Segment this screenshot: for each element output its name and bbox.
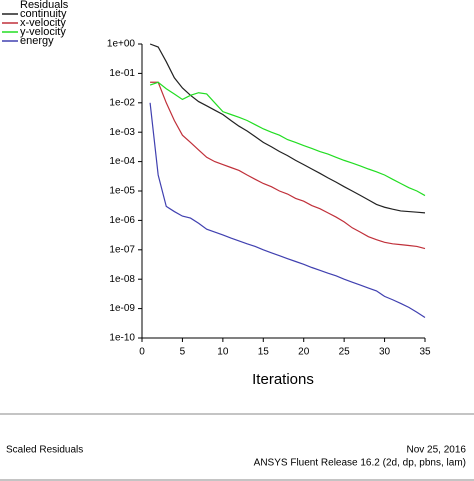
footer-release: ANSYS Fluent Release 16.2 (2d, dp, pbns,… xyxy=(254,458,466,469)
x-tick-label: 25 xyxy=(339,347,351,358)
footer-date: Nov 25, 2016 xyxy=(407,445,467,456)
series-line xyxy=(149,43,426,214)
x-axis-label: Iterations xyxy=(252,371,314,388)
x-tick-label: 30 xyxy=(379,347,391,358)
y-tick-label: 1e-05 xyxy=(109,186,135,197)
series-line xyxy=(150,81,426,250)
footer-title: Scaled Residuals xyxy=(6,445,83,456)
y-tick-label: 1e-01 xyxy=(109,68,135,79)
y-tick-label: 1e-08 xyxy=(109,274,135,285)
series-line xyxy=(149,81,426,197)
y-tick-label: 1e-02 xyxy=(109,97,135,108)
legend-title: Residuals xyxy=(20,0,69,11)
y-tick-label: 1e-06 xyxy=(109,215,135,226)
x-tick-label: 35 xyxy=(419,347,431,358)
legend-label: energy xyxy=(20,35,54,47)
x-tick-label: 5 xyxy=(180,347,186,358)
series-line xyxy=(149,102,426,318)
legend-label: y-velocity xyxy=(20,26,66,38)
y-tick-label: 1e-04 xyxy=(109,156,135,167)
y-tick-label: 1e+00 xyxy=(107,39,136,50)
legend-label: x-velocity xyxy=(20,17,66,29)
x-tick-label: 15 xyxy=(258,347,270,358)
y-tick-label: 1e-03 xyxy=(109,127,135,138)
y-tick-label: 1e-07 xyxy=(109,244,135,255)
x-tick-label: 0 xyxy=(139,347,145,358)
y-tick-label: 1e-09 xyxy=(109,303,135,314)
y-tick-label: 1e-10 xyxy=(109,333,135,344)
x-tick-label: 20 xyxy=(298,347,310,358)
legend-label: continuity xyxy=(20,8,67,20)
x-tick-label: 10 xyxy=(217,347,229,358)
